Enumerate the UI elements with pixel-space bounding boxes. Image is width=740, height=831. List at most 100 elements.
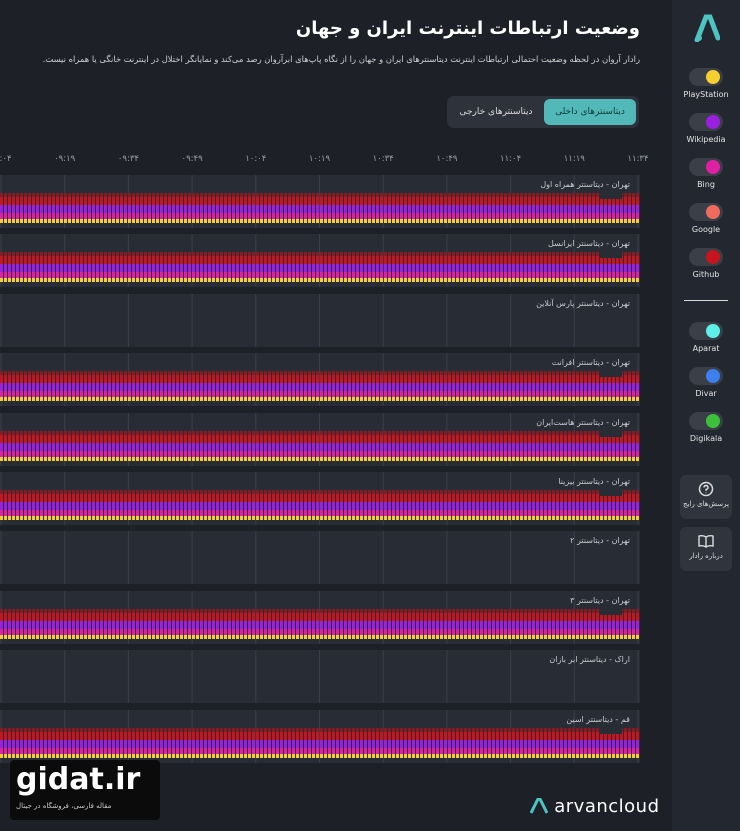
status-band <box>0 516 640 520</box>
service-toggle[interactable]: Divar <box>672 367 740 398</box>
logo <box>694 14 720 42</box>
status-band <box>0 197 640 205</box>
time-tick-label: ۱۱:۳۴ <box>627 154 649 164</box>
status-band <box>0 442 640 451</box>
status-band <box>0 620 640 629</box>
status-band <box>0 727 640 732</box>
tab[interactable]: دیتاسنترهای داخلی <box>544 99 636 125</box>
panel-chart <box>0 590 640 644</box>
status-band <box>0 219 640 223</box>
watermark-caption: مقاله فارسی، فروشگاه در جیتال <box>16 802 112 810</box>
datacenter-label: اراک - دیتاسنتر ابر بازان <box>549 655 630 665</box>
watermark: gidat.ir مقاله فارسی، فروشگاه در جیتال <box>10 760 160 820</box>
datacenter-panel: تهران - دیتاسنتر بیزینا <box>0 472 640 525</box>
service-name: Aparat <box>692 344 720 353</box>
status-band <box>0 213 640 219</box>
tab-bar: دیتاسنترهای داخلی دیتاسنترهای خارجی <box>447 96 639 128</box>
button-label: پرسش‌های رایج <box>683 500 729 508</box>
page-subtitle: رادار آروان در لحظه وضعیت احتمالی ارتباط… <box>42 54 640 64</box>
status-band <box>0 375 640 384</box>
toggle-pill <box>689 322 723 340</box>
datacenter-panel: تهران - دیتاسنتر هاست‌ایران <box>0 412 640 466</box>
service-toggle[interactable]: Github <box>672 248 740 279</box>
panel-chart <box>0 234 640 288</box>
time-tick-label: ۱۱:۰۴ <box>500 154 522 164</box>
datacenter-panel: تهران - دیتاسنتر ایرانسل <box>0 234 640 288</box>
datacenter-panel: تهران - دیتاسنتر ۳ <box>0 590 640 644</box>
time-tick-label: ۱۱:۱۹ <box>563 154 585 164</box>
datacenter-label: تهران - دیتاسنتر ۲ <box>570 536 630 546</box>
watermark-text: gidat.ir <box>16 762 141 797</box>
time-tick-label: ۰۹:۱۹ <box>54 154 76 164</box>
time-tick-label: ۰۹:۳۴ <box>117 154 139 164</box>
service-name: Wikipedia <box>686 135 726 144</box>
sidebar-button[interactable]: پرسش‌های رایج <box>680 475 732 519</box>
status-band <box>0 634 640 639</box>
status-band <box>0 510 640 516</box>
status-gap <box>600 490 622 496</box>
datacenter-panel: تهران - دیتاسنتر همراه اول <box>0 175 640 228</box>
panel-chart <box>0 709 640 763</box>
status-band <box>0 252 640 257</box>
toggle-dot <box>706 160 720 174</box>
button-label: درباره رادار <box>689 552 723 560</box>
page-title: وضعیت ارتباطات اینترنت ایران و جهان <box>295 18 640 39</box>
time-tick-label: ۰۹:۰۴ <box>0 154 12 164</box>
status-band <box>0 256 640 265</box>
service-toggle[interactable]: PlayStation <box>672 68 740 99</box>
datacenter-panel: قم - دیتاسنتر اسین <box>0 709 640 763</box>
panel-chart <box>0 175 640 228</box>
panel-chart <box>0 353 640 407</box>
status-gap <box>600 252 622 259</box>
status-band <box>0 490 640 494</box>
datacenter-panel: تهران - دیتاسنتر پارس آنلاین <box>0 293 640 347</box>
service-name: Google <box>691 225 721 234</box>
sidebar: PlayStation Wikipedia Bing Google Github Apar… <box>672 0 740 831</box>
datacenter-label: قم - دیتاسنتر اسین <box>566 714 630 724</box>
status-band <box>0 456 640 461</box>
brand-icon <box>529 797 549 814</box>
datacenter-label: تهران - دیتاسنتر همراه اول <box>540 180 630 189</box>
status-gap <box>600 430 622 437</box>
toggle-dot <box>706 250 720 264</box>
service-name: Github <box>692 270 720 279</box>
service-toggle[interactable]: Wikipedia <box>672 113 740 144</box>
status-band <box>0 739 640 748</box>
datacenter-label: تهران - دیتاسنتر افرانت <box>551 358 630 368</box>
time-tick-label: ۱۰:۱۹ <box>308 154 331 164</box>
service-toggle[interactable]: Google <box>672 203 740 234</box>
service-toggle[interactable]: Bing <box>672 158 740 189</box>
status-band <box>0 397 640 402</box>
datacenter-label: تهران - دیتاسنتر ایرانسل <box>547 239 630 249</box>
service-toggle[interactable]: Digikala <box>672 412 740 443</box>
service-name: Digikala <box>689 434 723 443</box>
brand-logo: arvancloud <box>529 796 660 817</box>
toggle-pill <box>689 412 723 430</box>
status-gap <box>600 727 622 734</box>
service-toggle[interactable]: Aparat <box>672 322 740 353</box>
toggle-dot <box>706 70 720 84</box>
icon-shape <box>698 481 714 497</box>
status-band <box>0 628 640 635</box>
status-gap <box>600 608 622 615</box>
button-icon <box>698 481 714 497</box>
status-band <box>0 731 640 740</box>
toggle-dot <box>706 205 720 219</box>
toggle-pill <box>689 68 723 86</box>
panel-chart <box>0 650 639 704</box>
brand-name: arvancloud <box>554 796 660 817</box>
status-band <box>0 430 640 435</box>
status-gap <box>600 371 622 378</box>
status-band <box>0 272 640 279</box>
datacenter-label: تهران - دیتاسنتر پارس آنلاین <box>536 298 630 308</box>
datacenter-panel: تهران - دیتاسنتر افرانت <box>0 353 640 407</box>
panel-chart <box>0 531 639 585</box>
sidebar-button[interactable]: درباره رادار <box>680 527 732 571</box>
time-tick-label: ۱۰:۰۴ <box>245 154 267 164</box>
status-band <box>0 753 640 758</box>
time-tick-label: ۱۰:۳۴ <box>372 154 394 164</box>
toggle-pill <box>689 113 723 131</box>
tab[interactable]: دیتاسنترهای خارجی <box>459 107 533 117</box>
status-band <box>0 608 640 613</box>
